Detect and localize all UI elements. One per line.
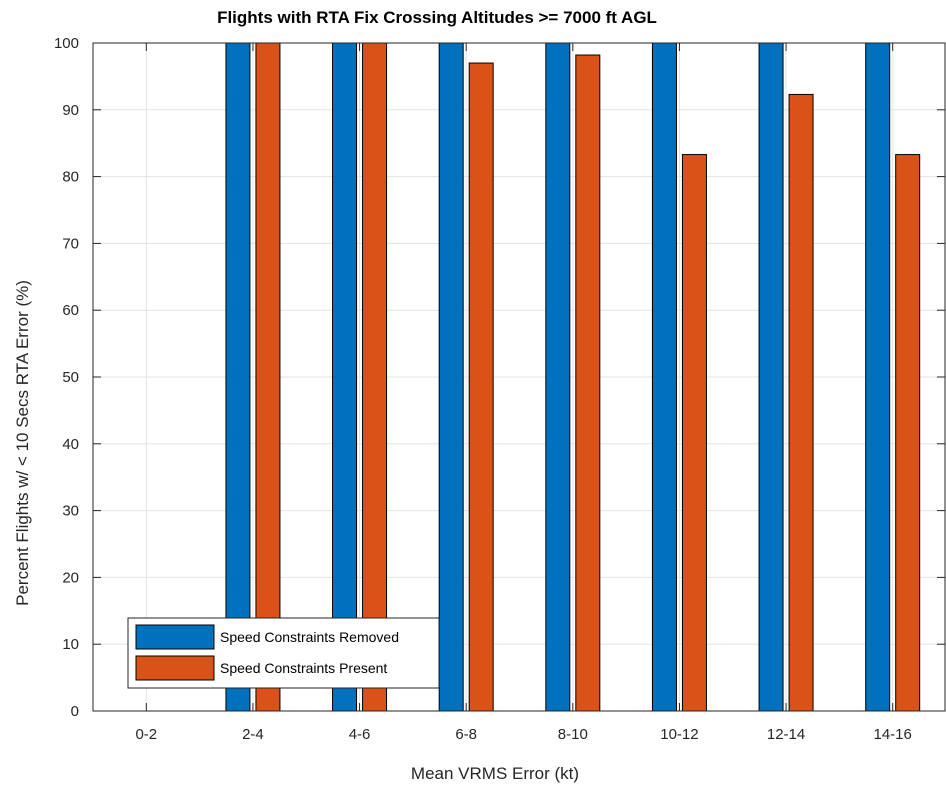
bar-removed-2-4 — [225, 42, 251, 712]
x-tick-label: 14-16 — [874, 726, 912, 743]
bar-removed-10-12 — [651, 42, 677, 712]
y-axis-label: Percent Flights w/ < 10 Secs RTA Error (… — [13, 280, 32, 606]
bar-removed-12-14 — [758, 42, 784, 712]
bar-present-4-6 — [362, 42, 388, 712]
bar-removed-8-10 — [545, 42, 571, 712]
x-tick-label: 8-10 — [558, 726, 588, 743]
bar-present-10-12 — [681, 154, 707, 712]
legend-label-speed-constraints-removed: Speed Constraints Removed — [220, 629, 399, 645]
bar-present-2-4 — [255, 42, 281, 712]
y-tick-label: 70 — [62, 235, 79, 252]
x-axis-label: Mean VRMS Error (kt) — [411, 764, 579, 783]
x-tick-labels: 0-2 2-4 4-6 6-8 8-10 10-12 12-14 14-16 — [135, 726, 911, 743]
bar-present-6-8 — [468, 62, 494, 712]
x-tick-label: 2-4 — [242, 726, 264, 743]
x-tick-label: 4-6 — [349, 726, 371, 743]
legend-label-speed-constraints-present: Speed Constraints Present — [220, 660, 387, 676]
x-tick-label: 6-8 — [455, 726, 477, 743]
y-tick-labels: 0 10 20 30 40 50 60 70 80 90 100 — [54, 35, 79, 720]
y-tick-label: 60 — [62, 302, 79, 319]
bar-present-8-10 — [575, 54, 601, 712]
y-tick-label: 90 — [62, 102, 79, 119]
x-tick-label: 10-12 — [660, 726, 698, 743]
y-tick-label: 0 — [71, 703, 79, 720]
legend: Speed Constraints Removed Speed Constrai… — [127, 617, 440, 689]
y-tick-label: 50 — [62, 369, 79, 386]
y-tick-label: 10 — [62, 636, 79, 653]
bar-present-14-16 — [895, 154, 921, 712]
y-tick-label: 30 — [62, 503, 79, 520]
y-tick-label: 40 — [62, 436, 79, 453]
y-tick-label: 100 — [54, 35, 79, 52]
bar-removed-14-16 — [865, 42, 891, 712]
y-tick-label: 80 — [62, 169, 79, 186]
legend-swatch-speed-constraints-removed — [135, 624, 215, 650]
ticks — [93, 42, 945, 712]
chart-title: Flights with RTA Fix Crossing Altitudes … — [217, 8, 657, 27]
legend-swatch-speed-constraints-present — [135, 655, 215, 681]
bar-present-12-14 — [788, 93, 814, 712]
bar-removed-6-8 — [438, 42, 464, 712]
y-tick-label: 20 — [62, 569, 79, 586]
x-tick-label: 12-14 — [767, 726, 805, 743]
bar-removed-4-6 — [332, 42, 358, 712]
x-tick-label: 0-2 — [135, 726, 157, 743]
grid — [93, 42, 945, 712]
